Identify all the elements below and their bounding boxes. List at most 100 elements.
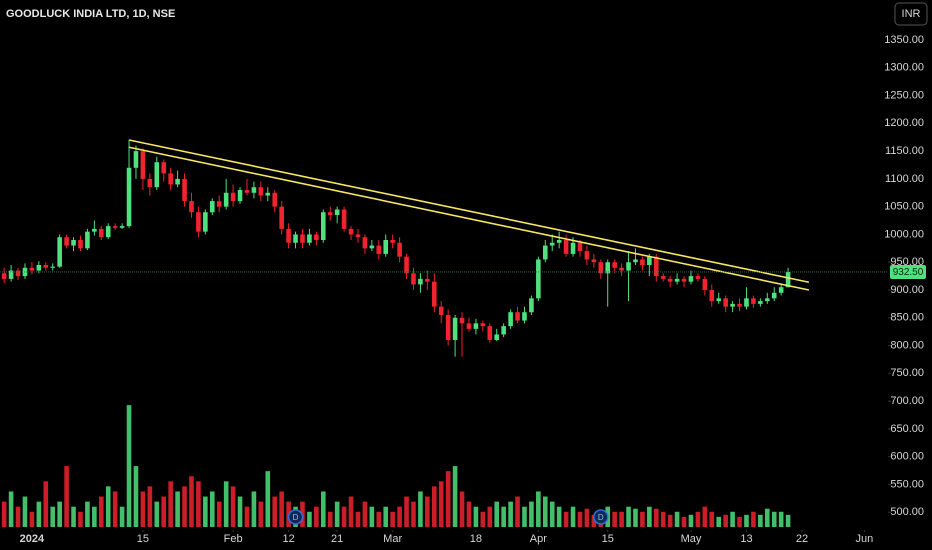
volume-bar [251,491,257,527]
candle-body [716,298,722,302]
candle-body [1,273,7,279]
candle-body [605,262,611,274]
candle-body [279,206,284,229]
candle-body [119,226,125,228]
volume-bar [50,506,56,527]
candle-body [175,178,180,185]
candle-body [203,212,208,232]
candle-body [98,228,104,238]
y-tick-label: 1350.00 [884,34,924,46]
candle-body [778,287,784,293]
candle-body [355,234,361,238]
volume-bar [480,511,486,527]
candle-body [660,276,666,279]
volume-bar [612,511,617,527]
candle-body [425,278,430,282]
candle-body [688,276,694,282]
y-tick-label: 900.00 [890,284,924,296]
volume-bar [667,514,673,527]
candle-body [647,256,652,265]
event-label: D [293,513,299,522]
event-marker [287,509,304,525]
volume-bar [390,511,395,527]
volume-bar [383,506,389,527]
candle-body [591,259,597,263]
volume-bar [563,511,569,527]
volume-bar [272,496,278,527]
volume-bar [640,511,645,527]
volume-bar [8,491,14,527]
volume-bar [501,506,506,527]
x-tick-label: Feb [224,533,243,545]
volume-bar [529,501,534,527]
candle-body [154,162,160,188]
x-tick-label: 2024 [20,533,45,545]
volume-bar [577,511,583,527]
volume-bar [418,491,423,527]
x-tick-label: 15 [137,533,149,545]
volume-bar [126,405,132,527]
candle-body [758,301,763,304]
volume-bar [15,506,21,527]
volume-bar [716,516,722,527]
volume-bar [175,491,180,527]
candle-body [536,259,541,299]
candle-body [133,151,139,168]
volume-bar [161,496,167,527]
volume-bar [515,496,520,527]
x-tick-label: 18 [470,533,482,545]
volume-bar [542,496,548,527]
candle-body [43,265,49,268]
volume-bar [376,511,382,527]
volume-bar [22,496,28,527]
candle-body [251,187,257,193]
candle-body [418,278,423,285]
volume-bar [633,508,638,527]
volume-bar [445,471,451,527]
currency-button[interactable] [894,2,928,26]
volume-bar [709,511,715,527]
volume-bar [43,481,49,527]
volume-bar [85,501,90,527]
volume-bar [1,501,7,527]
candle-body [57,237,62,267]
candle-body [598,262,604,274]
volume-bar [508,501,513,527]
candle-body [695,276,701,279]
event-label: D [598,513,604,522]
candle-body [314,234,319,240]
candle-body [674,278,680,282]
candle-body [438,306,444,315]
x-tick-label: 12 [282,533,294,545]
volume-bar [334,501,340,527]
candle-body [612,262,617,268]
y-tick-label: 800.00 [890,339,924,351]
candle-body [702,278,708,290]
trend-line [128,146,810,291]
candle-body [445,315,451,340]
volume-bar [369,506,375,527]
y-tick-label: 1200.00 [884,117,924,129]
candle-body [542,245,548,260]
candle-body [293,234,298,243]
candle-body [459,317,465,324]
y-tick-label: 1300.00 [884,62,924,74]
volume-bar [536,491,541,527]
last-price-box [890,264,926,279]
candle-body [764,298,770,302]
volume-bar [98,496,104,527]
candle-body [751,298,756,304]
x-tick-label: 22 [796,533,808,545]
y-tick-label: 500.00 [890,506,924,518]
volume-bar [431,486,437,527]
volume-bar [348,496,354,527]
x-tick-label: May [681,533,702,545]
candle-body [487,326,493,340]
candle-body [126,167,132,227]
volume-bar [723,514,728,527]
candle-body [570,242,576,254]
candle-body [334,209,340,215]
candle-body [196,212,201,232]
y-tick-label: 1150.00 [885,145,924,157]
